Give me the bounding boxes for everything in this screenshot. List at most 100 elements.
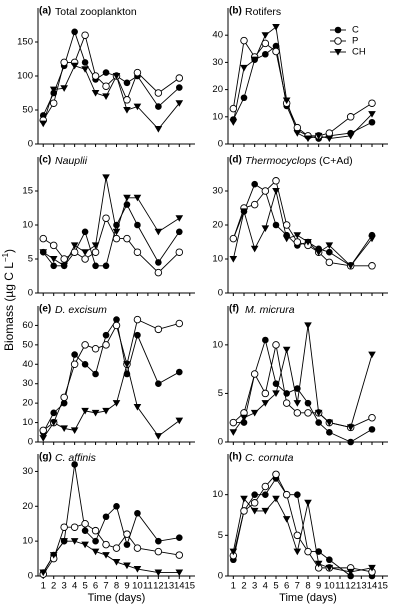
marker [123, 107, 131, 114]
marker [102, 174, 110, 181]
series-line [42, 318, 180, 431]
marker [81, 255, 89, 263]
marker [102, 82, 110, 90]
x-tick-label: 3 [62, 581, 67, 592]
marker [155, 380, 162, 388]
marker [304, 547, 312, 556]
y-axis-label: Biomass (µg C L−1) [1, 249, 16, 351]
series-line [232, 190, 373, 267]
marker [39, 249, 48, 256]
marker [50, 409, 57, 417]
marker [346, 132, 355, 140]
marker [293, 531, 302, 540]
panel-label: (a) [39, 6, 51, 17]
panel-title-note: (C+Ad) [319, 155, 353, 167]
marker [102, 69, 110, 76]
y-tick-label: 10 [22, 536, 33, 547]
marker [368, 111, 376, 118]
marker [293, 238, 302, 246]
y-tick-label: 40 [212, 30, 223, 41]
marker [176, 534, 183, 541]
legend-label: P [352, 36, 358, 47]
marker [368, 235, 376, 243]
marker [49, 99, 58, 107]
panel-title-text: M. micrura [245, 304, 295, 316]
marker [155, 259, 162, 266]
marker [154, 569, 163, 577]
marker [123, 361, 131, 368]
marker [39, 569, 48, 577]
y-tick-label: 5 [218, 530, 223, 541]
marker [262, 491, 269, 498]
y-tick-label: 20 [22, 501, 33, 512]
marker [326, 428, 333, 436]
marker [71, 28, 78, 36]
marker [272, 47, 280, 56]
marker [60, 399, 68, 407]
marker [326, 248, 333, 256]
marker [133, 103, 142, 111]
marker [91, 242, 100, 249]
marker [175, 551, 184, 559]
x-tick-label: 15 [184, 581, 195, 592]
marker [293, 130, 302, 137]
x-tick-label: 6 [93, 581, 98, 592]
marker [325, 258, 334, 267]
marker [347, 438, 354, 446]
marker [81, 31, 89, 39]
marker [272, 470, 280, 479]
marker [240, 94, 248, 102]
y-tick-label: 0 [28, 288, 33, 299]
marker [70, 360, 79, 369]
marker [261, 400, 270, 407]
marker [368, 118, 376, 126]
series-line [42, 33, 180, 121]
marker [112, 73, 121, 80]
series-line [232, 183, 373, 267]
x-tick-label: 4 [72, 581, 77, 592]
marker [293, 400, 302, 407]
x-tick-label: 8 [114, 581, 119, 592]
marker [368, 351, 376, 359]
marker [272, 390, 280, 398]
y-tick-label: 0 [28, 437, 33, 448]
marker [154, 433, 163, 440]
marker [175, 417, 184, 425]
y-tick-label: 50 [22, 105, 33, 116]
marker [175, 100, 184, 107]
marker [154, 89, 163, 97]
marker [81, 541, 89, 549]
marker [272, 188, 280, 195]
marker [293, 123, 302, 132]
marker [112, 544, 121, 552]
marker [102, 540, 110, 549]
panel-title-text: Thermocyclops [245, 155, 317, 167]
marker [314, 560, 323, 568]
marker [113, 316, 120, 323]
marker [70, 538, 79, 545]
marker [60, 393, 68, 402]
marker [102, 331, 110, 339]
marker [154, 268, 163, 277]
marker [282, 221, 291, 229]
marker [175, 248, 184, 256]
marker [70, 248, 79, 256]
marker [133, 544, 142, 552]
series-line [42, 464, 180, 573]
panel-title-text: Total zooplankton [55, 6, 137, 18]
marker [49, 552, 58, 559]
marker [294, 385, 301, 392]
marker [346, 113, 355, 121]
marker [240, 36, 248, 45]
marker [102, 513, 110, 521]
marker [251, 180, 258, 188]
marker [112, 400, 121, 407]
marker [282, 490, 291, 499]
x-tick-label: 11 [335, 581, 345, 592]
marker [261, 389, 270, 398]
marker [250, 409, 259, 417]
x-axis-label: Time (days) [88, 592, 146, 604]
marker [325, 564, 334, 572]
series-line [42, 318, 180, 433]
marker [91, 90, 100, 97]
